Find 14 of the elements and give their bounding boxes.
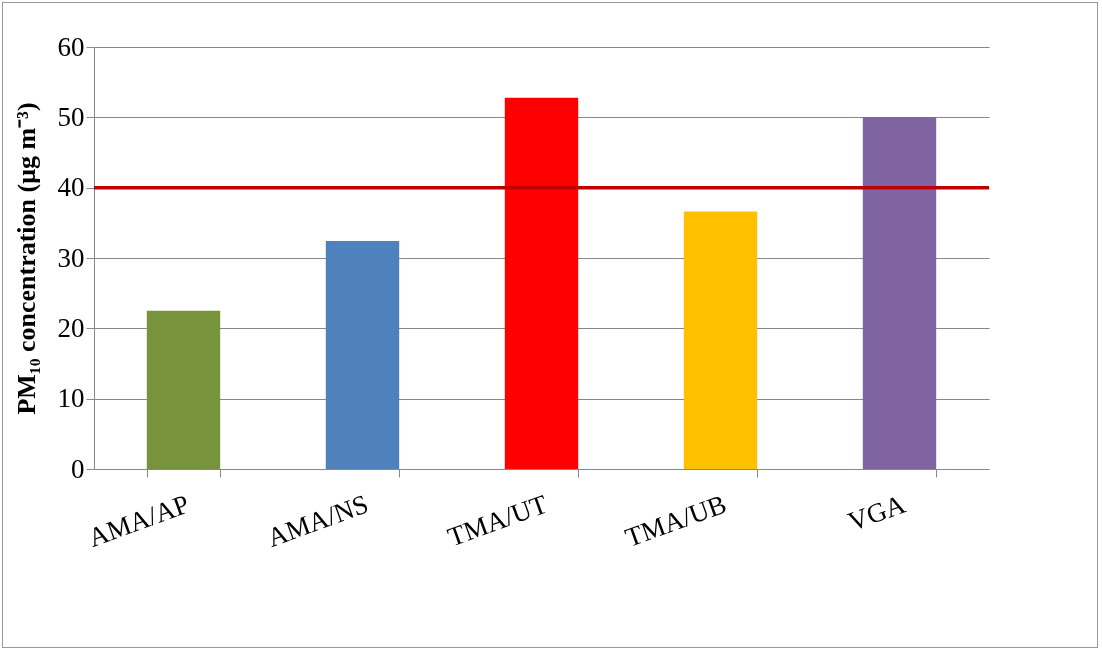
y-axis-title: PM₁₀ concentration (μg m⁻³) xyxy=(11,102,41,415)
y-tick-label: 50 xyxy=(57,101,85,132)
x-tick-label: VGA xyxy=(844,488,910,537)
y-tick-label: 60 xyxy=(57,31,85,62)
y-tick-label: 30 xyxy=(57,242,85,273)
y-tick-label: 0 xyxy=(71,453,85,484)
bar xyxy=(504,97,579,469)
bar xyxy=(862,117,937,469)
bar xyxy=(146,310,221,469)
y-tick-label: 40 xyxy=(57,172,85,203)
y-tick-label: 20 xyxy=(57,312,85,343)
y-tick-label: 10 xyxy=(57,383,85,414)
bar xyxy=(325,241,400,469)
bar xyxy=(683,211,758,469)
